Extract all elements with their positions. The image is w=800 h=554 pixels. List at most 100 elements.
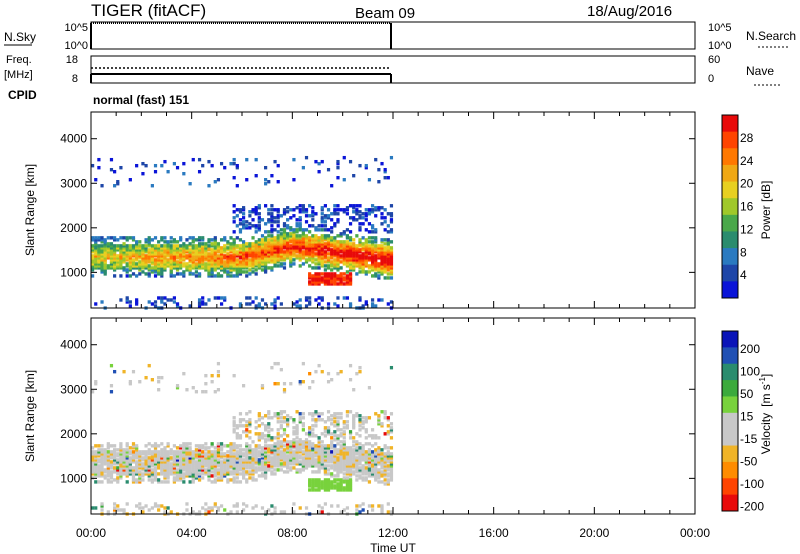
heatmap-cell <box>182 444 186 448</box>
heatmap-cell <box>333 464 337 468</box>
heatmap-cell <box>264 460 268 464</box>
heatmap-cell <box>333 458 337 462</box>
heatmap-cell <box>298 412 302 416</box>
heatmap-cell <box>295 424 299 428</box>
heatmap-cell <box>323 468 327 472</box>
heatmap-cell <box>182 274 186 278</box>
heatmap-cell <box>122 252 126 256</box>
heatmap-cell <box>157 258 161 262</box>
heatmap-cell <box>238 466 243 470</box>
heatmap-cell <box>333 446 337 450</box>
heatmap-cell <box>248 476 252 480</box>
heatmap-cell <box>235 260 239 264</box>
time-axis: 00:00 04:00 08:00 12:00 16:00 20:00 00:00 <box>76 526 710 540</box>
heatmap-cell <box>197 456 202 460</box>
heatmap-cell <box>374 256 378 260</box>
heatmap-cell <box>342 462 346 466</box>
heatmap-cell <box>260 462 265 466</box>
heatmap-cell <box>304 432 309 436</box>
heatmap-cell <box>295 240 299 244</box>
heatmap-cell <box>273 460 277 464</box>
heatmap-cell <box>304 254 309 258</box>
heatmap-cell <box>320 412 324 416</box>
heatmap-cell <box>223 270 227 274</box>
heatmap-cell <box>264 240 268 244</box>
heatmap-cell <box>131 266 136 270</box>
heatmap-cell <box>197 460 202 464</box>
heatmap-cell <box>304 466 309 470</box>
heatmap-cell <box>226 450 230 454</box>
heatmap-cell <box>128 178 132 182</box>
heatmap-cell <box>323 224 327 228</box>
heatmap-cell <box>216 258 221 262</box>
heatmap-cell <box>166 244 170 248</box>
heatmap-cell <box>116 248 120 252</box>
heatmap-cell <box>273 448 277 452</box>
heatmap-cell <box>172 300 176 304</box>
heatmap-cell <box>229 258 233 262</box>
heatmap-cell <box>254 454 258 458</box>
heatmap-cell <box>317 510 321 514</box>
heatmap-cell <box>364 462 368 466</box>
heatmap-cell <box>304 252 309 256</box>
heatmap-cell <box>194 390 199 394</box>
heatmap-cell <box>370 504 375 508</box>
heatmap-cell <box>191 264 195 268</box>
heatmap-cell <box>163 456 167 460</box>
velocity-x-ticks <box>90 318 696 514</box>
heatmap-cell <box>267 238 271 242</box>
heatmap-cell <box>175 248 180 252</box>
heatmap-cell <box>116 256 120 260</box>
heatmap-cell <box>182 250 186 254</box>
heatmap-cell <box>377 474 381 478</box>
heatmap-cell <box>128 460 132 464</box>
heatmap-cell <box>207 506 211 510</box>
heatmap-cell <box>352 260 356 264</box>
heatmap-cell <box>131 444 136 448</box>
heatmap-cell <box>389 220 394 224</box>
heatmap-cell <box>194 444 199 448</box>
heatmap-cell <box>210 506 214 510</box>
heatmap-cell <box>348 268 353 272</box>
heatmap-cell <box>273 412 277 416</box>
heatmap-cell <box>216 274 221 278</box>
heatmap-cell <box>194 254 199 258</box>
heatmap-cell <box>109 454 114 458</box>
heatmap-cell <box>295 228 299 232</box>
heatmap-cell <box>229 456 233 460</box>
heatmap-cell <box>128 304 132 308</box>
heatmap-cell <box>248 436 252 440</box>
heatmap-cell <box>106 450 110 454</box>
heatmap-cell <box>286 434 290 438</box>
heatmap-cell <box>342 246 346 250</box>
heatmap-cell <box>389 264 394 268</box>
heatmap-cell <box>169 450 173 454</box>
heatmap-cell <box>326 264 331 268</box>
heatmap-cell <box>197 260 202 264</box>
freq-tick-bottom: 8 <box>72 73 78 85</box>
heatmap-cell <box>182 248 186 252</box>
heatmap-cell <box>245 246 249 250</box>
heatmap-cell <box>97 464 101 468</box>
heatmap-cell <box>330 458 334 462</box>
heatmap-cell <box>264 256 268 260</box>
freq-unit-label: [MHz] <box>4 69 33 81</box>
heatmap-cell <box>175 268 180 272</box>
heatmap-cell <box>113 266 117 270</box>
heatmap-cell <box>330 444 334 448</box>
heatmap-cell <box>289 232 293 236</box>
heatmap-cell <box>163 446 167 450</box>
heatmap-cell <box>94 248 98 252</box>
heatmap-cell <box>273 414 277 418</box>
heatmap-cell <box>389 412 394 416</box>
heatmap-cell <box>191 468 195 472</box>
heatmap-cell <box>254 452 258 456</box>
heatmap-cell <box>251 242 255 246</box>
heatmap-cell <box>345 252 350 256</box>
heatmap-cell <box>254 462 258 466</box>
heatmap-cell <box>141 258 145 262</box>
heatmap-cell <box>153 458 158 462</box>
heatmap-cell <box>273 300 277 304</box>
heatmap-cell <box>194 250 199 254</box>
heatmap-cell <box>383 478 387 482</box>
